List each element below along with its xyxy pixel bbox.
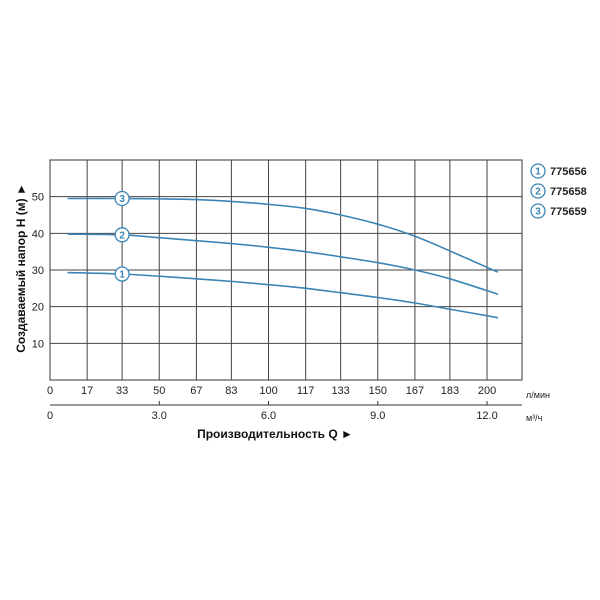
y-tick-label: 30 [32, 265, 44, 277]
x-tick-label: 50 [153, 385, 165, 397]
series-marker-circle [114, 227, 130, 243]
x-tick-label: 183 [441, 385, 459, 397]
y-tick-label: 40 [32, 228, 44, 240]
series-marker-circle [114, 266, 130, 282]
x2-tick-label: 6.0 [261, 410, 276, 422]
x-tick-label: 200 [478, 385, 496, 397]
legend-marker-circle [530, 163, 546, 179]
x2-tick-label: 0 [47, 410, 53, 422]
y-tick-label: 50 [32, 192, 44, 204]
legend-marker-number: 3 [535, 207, 541, 218]
x-tick-label: 133 [331, 385, 349, 397]
series-line-775658 [67, 233, 499, 295]
x2-tick-label: 9.0 [370, 410, 385, 422]
x-unit-label: л/мин [526, 390, 550, 400]
x-tick-label: 117 [297, 385, 315, 397]
legend: 1 775656 2 775658 3 775659 [530, 163, 587, 219]
x2-unit-label: м³/ч [526, 413, 543, 423]
legend-label-775658: 775658 [550, 186, 587, 198]
y-tick-label: 10 [32, 338, 44, 350]
legend-marker-number: 2 [535, 187, 541, 198]
series-marker-circle [114, 190, 130, 207]
x2-tick-label: 12.0 [476, 410, 497, 422]
x-tick-label: 167 [406, 385, 424, 397]
legend-label-775656: 775656 [550, 166, 587, 178]
legend-marker-number: 1 [535, 167, 541, 178]
series-line-775656 [67, 271, 499, 319]
series-markers: 1 2 3 [114, 190, 130, 282]
x2-axis-ticks: 0 3.0 6.0 9.0 12.0 [47, 401, 498, 422]
y-axis-title: Создаваемый напор H (м) ► [14, 183, 28, 353]
x-tick-label: 0 [47, 385, 53, 397]
x-axis-ticks: 0 17 33 50 67 83 100 117 133 150 167 183 200 [47, 385, 496, 397]
x2-tick-label: 3.0 [152, 410, 167, 422]
x-axis-title: Производительность Q ► [197, 427, 353, 441]
series-lines [67, 197, 499, 319]
series-marker-number: 1 [119, 270, 125, 281]
x-tick-label: 67 [190, 385, 202, 397]
x-tick-label: 150 [369, 385, 387, 397]
x-tick-label: 33 [116, 385, 128, 397]
legend-label-775659: 775659 [550, 206, 587, 218]
series-line-775659 [67, 197, 499, 273]
x-tick-label: 100 [259, 385, 277, 397]
x-tick-label: 17 [81, 385, 93, 397]
legend-marker-circle [530, 183, 546, 199]
series-marker-number: 2 [119, 230, 125, 241]
y-axis-ticks: 10 20 30 40 50 [32, 192, 44, 351]
x-tick-label: 83 [225, 385, 237, 397]
y-tick-label: 20 [32, 302, 44, 314]
legend-marker-circle [530, 203, 546, 219]
series-marker-number: 3 [119, 194, 125, 205]
